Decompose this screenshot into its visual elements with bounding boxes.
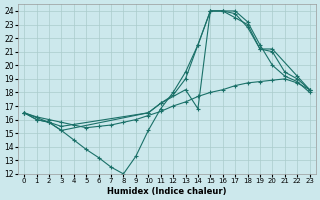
X-axis label: Humidex (Indice chaleur): Humidex (Indice chaleur) <box>107 187 227 196</box>
